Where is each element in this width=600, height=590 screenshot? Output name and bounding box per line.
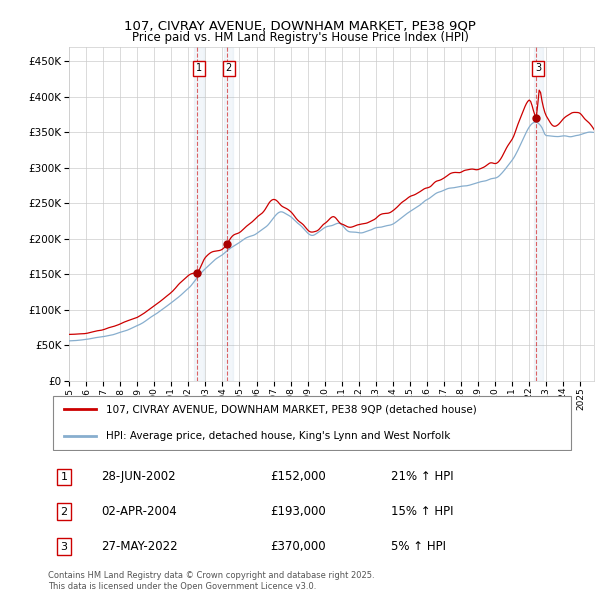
Bar xyxy=(533,47,543,381)
Text: Contains HM Land Registry data © Crown copyright and database right 2025.
This d: Contains HM Land Registry data © Crown c… xyxy=(48,571,374,590)
Text: 107, CIVRAY AVENUE, DOWNHAM MARKET, PE38 9QP (detached house): 107, CIVRAY AVENUE, DOWNHAM MARKET, PE38… xyxy=(106,404,477,414)
Text: £152,000: £152,000 xyxy=(270,470,326,483)
Text: 28-JUN-2002: 28-JUN-2002 xyxy=(101,470,175,483)
Text: 107, CIVRAY AVENUE, DOWNHAM MARKET, PE38 9QP: 107, CIVRAY AVENUE, DOWNHAM MARKET, PE38… xyxy=(124,19,476,32)
Text: Price paid vs. HM Land Registry's House Price Index (HPI): Price paid vs. HM Land Registry's House … xyxy=(131,31,469,44)
Text: 27-MAY-2022: 27-MAY-2022 xyxy=(101,540,178,553)
Text: HPI: Average price, detached house, King's Lynn and West Norfolk: HPI: Average price, detached house, King… xyxy=(106,431,451,441)
Text: 3: 3 xyxy=(535,64,541,74)
Text: 2: 2 xyxy=(226,64,232,74)
Text: 15% ↑ HPI: 15% ↑ HPI xyxy=(391,505,454,519)
Text: 1: 1 xyxy=(196,64,202,74)
Text: £370,000: £370,000 xyxy=(270,540,325,553)
Text: 21% ↑ HPI: 21% ↑ HPI xyxy=(391,470,454,483)
Text: £193,000: £193,000 xyxy=(270,505,326,519)
Text: 3: 3 xyxy=(61,542,67,552)
Text: 2: 2 xyxy=(60,507,67,517)
Bar xyxy=(194,47,203,381)
Text: 5% ↑ HPI: 5% ↑ HPI xyxy=(391,540,446,553)
FancyBboxPatch shape xyxy=(53,396,571,450)
Text: 02-APR-2004: 02-APR-2004 xyxy=(101,505,176,519)
Bar xyxy=(224,47,233,381)
Text: 1: 1 xyxy=(61,472,67,482)
